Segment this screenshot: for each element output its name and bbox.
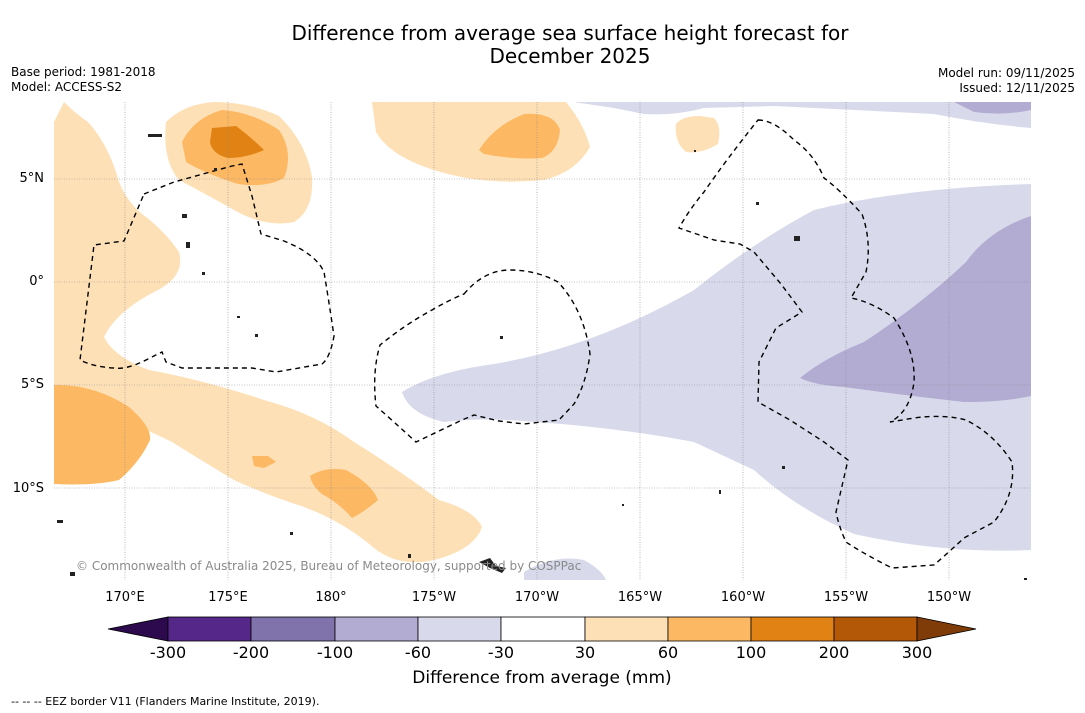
lat-label-5s: 5°S bbox=[20, 377, 44, 392]
colorbar-bin-4 bbox=[417, 616, 502, 642]
copyright-credit: © Commonwealth of Australia 2025, Bureau… bbox=[76, 559, 581, 573]
lon-label-160w: 160°W bbox=[720, 590, 766, 605]
lon-label-155w: 155°W bbox=[823, 590, 869, 605]
lat-label-10s: 10°S bbox=[12, 481, 44, 496]
lon-label-170w: 170°W bbox=[514, 590, 560, 605]
lon-label-180: 180° bbox=[315, 590, 347, 605]
eez-border-east bbox=[677, 119, 1014, 569]
moderate-positive-anomaly-south-1 bbox=[310, 468, 378, 518]
colorbar-tick: 300 bbox=[901, 643, 933, 662]
colorbar-bin-9 bbox=[833, 616, 918, 642]
colorbar-bin-1 bbox=[167, 616, 252, 642]
moderate-positive-anomaly-south-2 bbox=[252, 456, 276, 468]
base-period: Base period: 1981-2018 bbox=[11, 65, 156, 79]
colorbar-bin-2 bbox=[250, 616, 336, 642]
colorbar bbox=[107, 616, 977, 642]
colorbar-bin-7 bbox=[667, 616, 752, 642]
negative-anomaly-region-top bbox=[574, 102, 1031, 128]
colorbar-tick: -300 bbox=[149, 643, 187, 662]
lon-label-175e: 175°E bbox=[208, 590, 248, 605]
colorbar-tick: -60 bbox=[404, 643, 432, 662]
lon-label-165w: 165°W bbox=[617, 590, 663, 605]
colorbar-tick: -30 bbox=[487, 643, 515, 662]
positive-anomaly-north-3 bbox=[675, 116, 720, 153]
colorbar-tick: -200 bbox=[232, 643, 270, 662]
model-run: Model run: 09/11/2025 bbox=[937, 66, 1075, 80]
metadata-left: Base period: 1981-2018 Model: ACCESS-S2 bbox=[11, 65, 156, 95]
lon-label-175w: 175°W bbox=[411, 590, 457, 605]
island-markers bbox=[57, 134, 1027, 580]
negative-anomaly-region-bottom bbox=[524, 558, 606, 580]
map-canvas: © Commonwealth of Australia 2025, Bureau… bbox=[54, 102, 1031, 580]
colorbar-tick: 200 bbox=[818, 643, 850, 662]
moderate-positive-anomaly-center-north bbox=[479, 113, 560, 159]
negative-anomaly-region bbox=[402, 184, 1031, 551]
colorbar-bin-5 bbox=[500, 616, 586, 642]
strong-negative-anomaly-region bbox=[800, 216, 1031, 402]
eez-border-west bbox=[79, 163, 335, 373]
lon-label-170e: 170°E bbox=[105, 590, 145, 605]
lat-label-equator: 0° bbox=[29, 274, 44, 289]
eez-borders bbox=[79, 119, 1014, 569]
colorbar-tick: 60 bbox=[657, 643, 679, 662]
colorbar-extend-high bbox=[916, 616, 977, 642]
colorbar-bin-6 bbox=[584, 616, 669, 642]
lat-label-5n: 5°N bbox=[19, 171, 45, 186]
colorbar-tick: -100 bbox=[316, 643, 354, 662]
title-line-2: December 2025 bbox=[489, 44, 651, 68]
issued-date: Issued: 12/11/2025 bbox=[959, 81, 1075, 95]
lon-label-150w: 150°W bbox=[926, 590, 972, 605]
colorbar-extend-low bbox=[107, 616, 169, 642]
metadata-right: Model run: 09/11/2025 Issued: 12/11/2025 bbox=[938, 66, 1075, 96]
moderate-positive-anomaly-southwest bbox=[54, 384, 151, 485]
strong-positive-anomaly bbox=[210, 126, 264, 158]
chart-title: Difference from average sea surface heig… bbox=[220, 22, 920, 68]
eez-border-center bbox=[373, 269, 591, 443]
colorbar-title: Difference from average (mm) bbox=[412, 668, 672, 688]
colorbar-tick: 30 bbox=[574, 643, 596, 662]
positive-anomaly-west bbox=[54, 102, 482, 563]
strong-negative-anomaly-top bbox=[954, 102, 1031, 114]
eez-footnote: -- -- -- EEZ border V11 (Flanders Marine… bbox=[11, 695, 320, 708]
colorbar-bin-3 bbox=[334, 616, 419, 642]
gridlines bbox=[54, 102, 1031, 580]
model-name: Model: ACCESS-S2 bbox=[11, 80, 123, 94]
map-panel: © Commonwealth of Australia 2025, Bureau… bbox=[54, 102, 1031, 580]
colorbar-tick: 100 bbox=[735, 643, 767, 662]
colorbar-bin-8 bbox=[750, 616, 835, 642]
title-line-1: Difference from average sea surface heig… bbox=[291, 21, 849, 45]
